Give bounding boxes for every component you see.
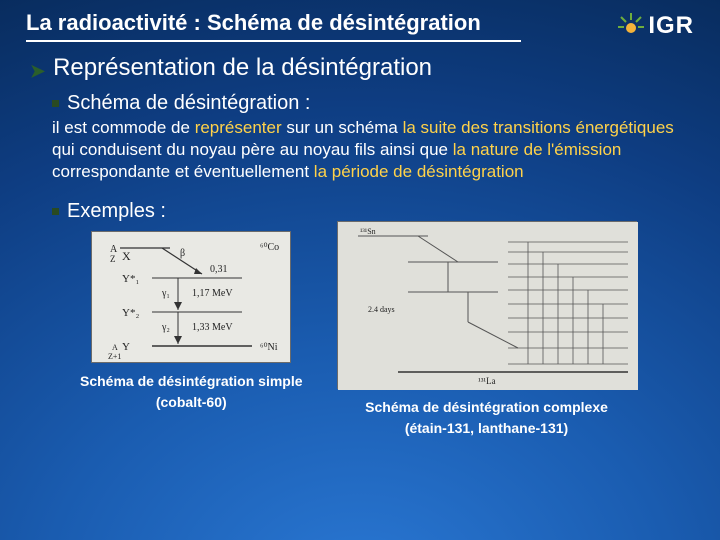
label-eg2: 1,33 MeV <box>192 322 233 333</box>
label-ebeta: 0,31 <box>210 264 228 275</box>
caption-simple: Schéma de désintégration simple (cobalt-… <box>80 371 303 413</box>
label-y1: Y*₁ <box>122 273 139 285</box>
body-text-part: sur un schéma <box>282 118 403 137</box>
title-underline <box>26 40 521 42</box>
caption-line: (étain-131, lanthane-131) <box>365 418 608 439</box>
body-highlight: la nature de l'émission <box>453 140 622 159</box>
label-aleft: A <box>112 343 118 352</box>
body-text-part: il est commode de <box>52 118 195 137</box>
body-highlight: la suite des transitions énergétiques <box>403 118 674 137</box>
section-heading: Représentation de la désintégration <box>53 54 432 82</box>
label-ni60: ⁶⁰Ni <box>260 342 278 353</box>
label-gamma2: γ₂ <box>161 322 170 333</box>
square-bullet-icon <box>52 100 59 107</box>
label-days: 2.4 days <box>368 305 395 314</box>
label-co60: ⁶⁰Co <box>260 242 279 253</box>
label-eg1: 1,17 MeV <box>192 288 233 299</box>
caption-complex: Schéma de désintégration complexe (étain… <box>365 397 608 439</box>
arrow-bullet-icon: ➤ <box>30 61 45 82</box>
body-text-part: qui conduisent du noyau père au noyau fi… <box>52 140 453 159</box>
label-la131: ¹³¹La <box>478 376 496 386</box>
body-highlight: représenter <box>195 118 282 137</box>
label-parent: X <box>122 249 131 263</box>
brand-logo: IGR <box>618 12 694 40</box>
label-y2: Y*₂ <box>122 307 139 319</box>
subsection-title-2: Exemples : <box>67 200 166 223</box>
caption-line: Schéma de désintégration complexe <box>365 397 608 418</box>
label-beta: β <box>180 248 185 259</box>
page-title: La radioactivité : Schéma de désintégrat… <box>26 10 521 38</box>
label-gamma1: γ₁ <box>161 288 170 299</box>
subsection-title-1: Schéma de désintégration : <box>67 92 311 115</box>
body-text-part: correspondante et éventuellement <box>52 162 314 181</box>
label-sn131: ¹³¹Sn <box>360 227 376 236</box>
logo-text: IGR <box>648 12 694 40</box>
diagram-simple: A Z X ⁶⁰Co β 0,31 Y*₁ <box>91 231 291 363</box>
label-parentZ: Z <box>110 254 116 264</box>
sun-icon <box>618 13 644 39</box>
diagram-complex: ¹³¹Sn 2.4 days <box>337 221 637 389</box>
caption-line: (cobalt-60) <box>80 392 303 413</box>
body-paragraph: il est commode de représenter sur un sch… <box>52 117 694 182</box>
caption-line: Schéma de désintégration simple <box>80 371 303 392</box>
label-z1: Z+1 <box>108 352 121 361</box>
label-y3: Y <box>122 341 130 353</box>
square-bullet-icon <box>52 208 59 215</box>
body-highlight: la période de désintégration <box>314 162 524 181</box>
